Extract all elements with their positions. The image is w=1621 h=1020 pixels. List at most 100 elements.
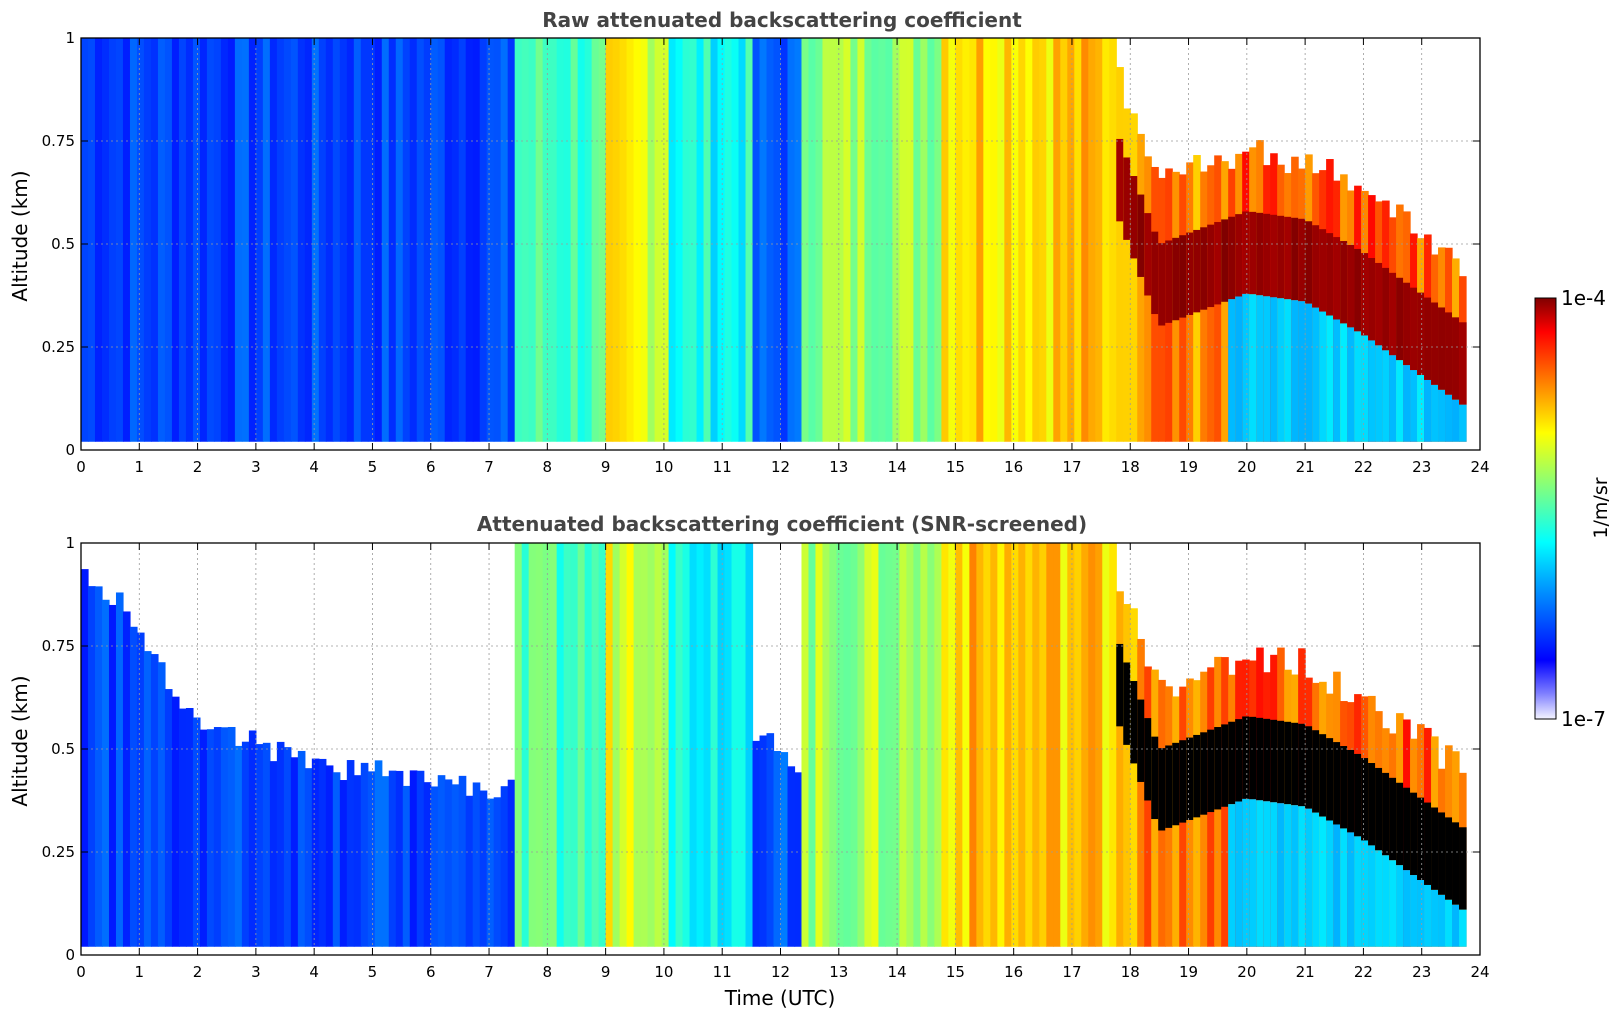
heat-cell — [101, 38, 110, 442]
heat-cell — [556, 38, 565, 442]
x-tick-label: 22 — [1354, 458, 1373, 476]
cloud-layer-cell — [1179, 740, 1187, 823]
heat-cell — [360, 762, 369, 947]
heat-cell — [836, 38, 845, 442]
below-cloud-cell — [1431, 889, 1439, 947]
heat-cell — [654, 38, 663, 442]
heat-cell — [696, 543, 705, 947]
cloud-layer-cell — [1305, 221, 1313, 304]
below-cloud-cell — [1438, 389, 1446, 442]
heat-cell — [598, 38, 607, 442]
heat-cell — [1046, 543, 1054, 947]
heat-cell — [1095, 543, 1103, 947]
heat-cell — [1053, 543, 1061, 947]
y-tick-label: 1 — [65, 29, 75, 47]
heat-cell — [381, 38, 390, 442]
cloud-layer-cell — [1396, 277, 1404, 361]
below-cloud-cell — [1403, 365, 1411, 442]
x-tick-label: 9 — [601, 458, 611, 476]
below-cloud-cell — [1319, 311, 1327, 442]
heat-cell — [311, 38, 320, 442]
heat-cell — [997, 38, 1005, 442]
heat-cell — [801, 38, 810, 442]
heat-cell — [773, 38, 782, 442]
heat-cell — [1074, 38, 1082, 442]
cloud-layer-cell — [1298, 218, 1306, 302]
cloud-layer-cell — [1417, 292, 1425, 376]
x-tick-label: 16 — [1004, 458, 1023, 476]
heat-cell — [395, 38, 404, 442]
heat-cell — [136, 632, 145, 947]
cloud-layer-cell — [1333, 237, 1341, 320]
x-tick-label: 17 — [1062, 458, 1081, 476]
heat-cell — [507, 779, 516, 947]
heat-cell — [227, 38, 236, 442]
cloud-layer-cell — [1221, 724, 1229, 807]
cloud-layer-cell — [1200, 227, 1208, 310]
cloud-layer-cell — [1361, 253, 1369, 336]
heat-cell — [864, 543, 873, 947]
heat-cell — [1032, 543, 1040, 947]
cloud-layer-cell — [1228, 216, 1236, 300]
y-tick-label: 0.5 — [51, 740, 75, 758]
heat-cell — [689, 543, 698, 947]
below-cloud-cell — [1277, 298, 1285, 442]
heat-cell — [325, 765, 334, 947]
heat-cell — [647, 38, 656, 442]
cloud-layer-cell — [1228, 721, 1236, 805]
x-tick-label: 0 — [76, 458, 86, 476]
below-cloud-cell — [1312, 307, 1320, 442]
below-cloud-cell — [1242, 293, 1250, 442]
heat-cell — [787, 38, 796, 442]
heat-cell — [325, 38, 334, 442]
heat-cell — [507, 38, 516, 442]
heat-cell — [731, 38, 740, 442]
x-tick-label: 13 — [829, 458, 848, 476]
cloud-layer-cell — [1445, 312, 1453, 395]
heat-cell — [409, 38, 418, 442]
heat-cell — [1130, 113, 1138, 442]
heat-cell — [521, 38, 530, 442]
heat-cell — [976, 543, 984, 947]
below-cloud-cell — [1235, 801, 1243, 947]
x-tick-label: 18 — [1121, 963, 1140, 981]
heat-cell — [367, 38, 376, 442]
heat-cell — [1011, 543, 1019, 947]
heat-cell — [983, 543, 991, 947]
x-tick-label: 19 — [1179, 963, 1198, 981]
below-cloud-cell — [1312, 812, 1320, 947]
heat-cell — [276, 38, 285, 442]
cloud-layer-cell — [1396, 782, 1404, 866]
heat-cell — [150, 38, 159, 442]
x-tick-label: 17 — [1062, 963, 1081, 981]
cloud-layer-cell — [1144, 718, 1152, 801]
cloud-layer-cell — [1361, 758, 1369, 841]
heat-cell — [717, 543, 726, 947]
heat-cell — [990, 543, 998, 947]
heat-cell — [423, 38, 432, 442]
heat-cell — [297, 750, 306, 947]
heat-cell — [710, 543, 719, 947]
heat-cell — [430, 38, 439, 442]
heat-cell — [1130, 608, 1138, 947]
cloud-layer-cell — [1193, 229, 1201, 313]
below-cloud-cell — [1389, 355, 1397, 442]
below-cloud-cell — [1459, 404, 1467, 442]
heat-cell — [563, 543, 572, 947]
heat-cell — [878, 543, 887, 947]
below-cloud-cell — [1361, 840, 1369, 947]
below-cloud-cell — [1410, 875, 1418, 947]
heat-cell — [171, 696, 180, 947]
heat-cell — [724, 38, 733, 442]
colorbar-max-label: 1e-4 — [1561, 286, 1606, 310]
cloud-layer-cell — [1389, 777, 1397, 861]
cloud-layer-cell — [1382, 772, 1390, 856]
heat-cell — [262, 742, 271, 947]
y-tick-label: 0.25 — [42, 843, 75, 861]
screened-heatmap — [81, 543, 1467, 947]
cloud-layer-cell — [1298, 723, 1306, 807]
heat-cell — [311, 758, 320, 947]
cloud-layer-cell — [1242, 716, 1250, 799]
heat-cell — [304, 768, 313, 947]
x-tick-label: 13 — [829, 963, 848, 981]
